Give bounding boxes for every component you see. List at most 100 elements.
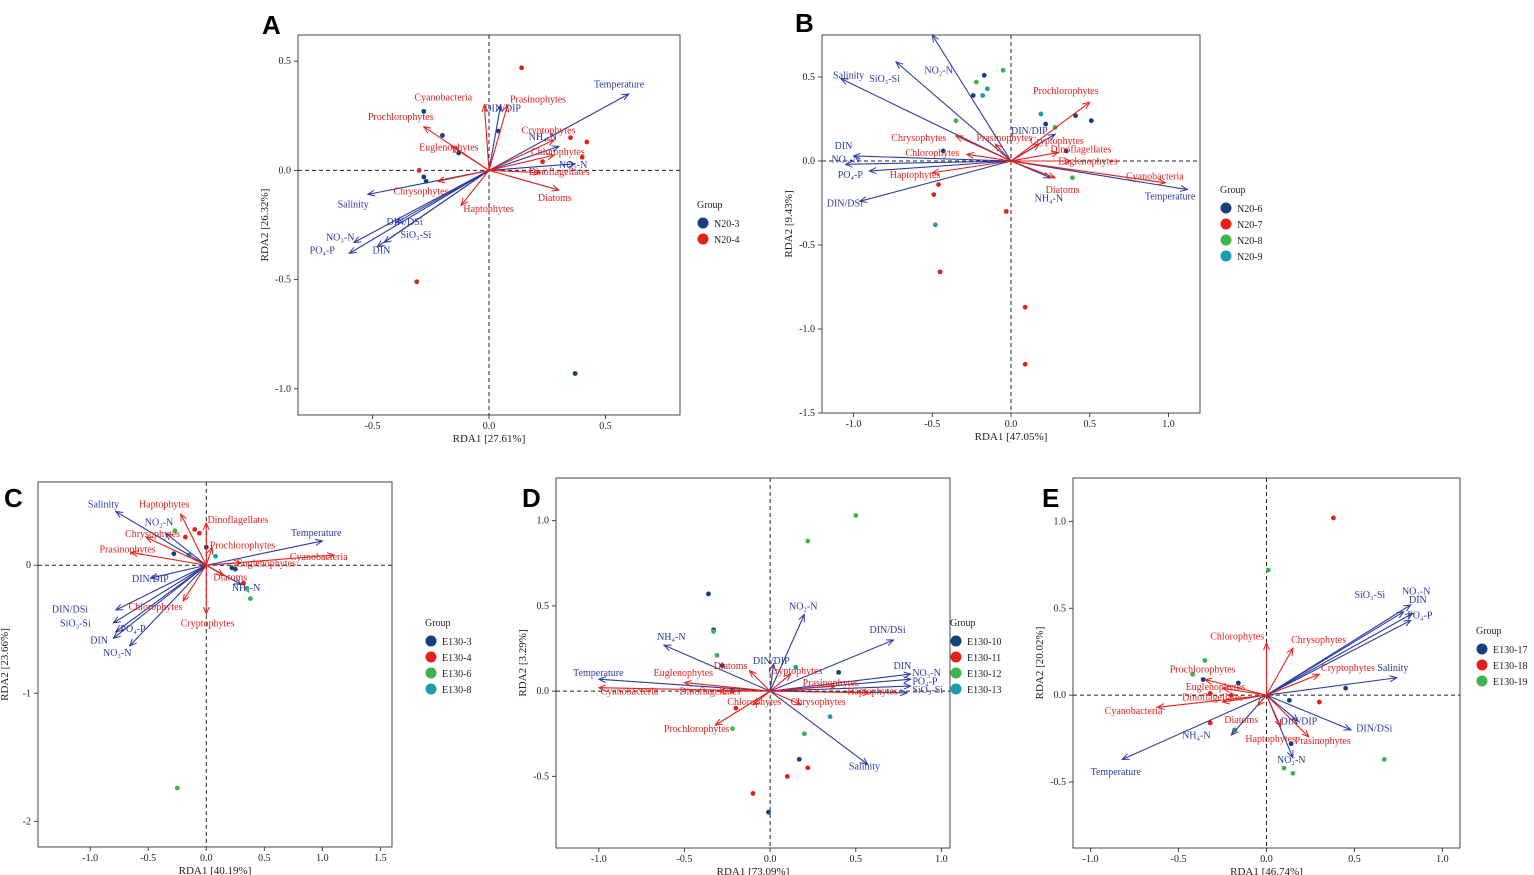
- sample-point: [1343, 685, 1349, 691]
- legend-label: E130-10: [967, 637, 1001, 648]
- species-vector-label: Prasinophytes: [1295, 736, 1351, 747]
- sample-point: [730, 726, 735, 732]
- env-vector-arrow: [116, 564, 207, 610]
- sample-point: [711, 629, 716, 634]
- sample-point: [183, 534, 188, 540]
- legend-label: N20-9: [1237, 252, 1263, 263]
- sample-point: [1088, 118, 1094, 124]
- panel-a: A -0.5 0.0 0.5 -1.0 -0.5 0.0 0.5 RDA1 [27.61%] RD…: [259, 10, 740, 445]
- y-tick-label: 1.0: [537, 516, 550, 527]
- panel-letter: A: [262, 10, 281, 40]
- legend-title: Group: [697, 200, 723, 211]
- species-vector-arrow: [452, 146, 490, 171]
- env-vector-arrow: [354, 169, 490, 242]
- sample-point: [1290, 770, 1296, 776]
- species-vector-arrow: [488, 105, 508, 171]
- legend-marker: [697, 217, 709, 229]
- y-axis-title: RDA2 [20.02%]: [1034, 627, 1046, 700]
- env-vector-label: Salinity: [849, 762, 880, 773]
- env-vector-label: SiO₃-Si: [869, 74, 900, 85]
- legend: Group E130-17 E130-18 E130-19: [1476, 626, 1527, 688]
- env-vector-label: DIN/DSi: [1356, 724, 1392, 735]
- y-tick-label: -0.5: [799, 240, 815, 251]
- env-vector-arrow: [1266, 605, 1411, 696]
- x-axis-title: RDA1 [46.74%]: [1230, 866, 1303, 875]
- x-tick-label: 0.0: [200, 853, 213, 864]
- sample-point: [1003, 209, 1009, 214]
- env-vector-label: NO₂-N: [559, 160, 587, 171]
- x-tick-label: 0.0: [483, 421, 496, 432]
- env-vector-label: NO₂-N: [924, 66, 952, 77]
- sample-point: [171, 551, 177, 557]
- sample-point: [540, 159, 545, 165]
- legend-marker: [1476, 643, 1488, 655]
- legend-label: E130-6: [442, 669, 471, 680]
- sample-point: [973, 79, 979, 85]
- x-tick-label: 0.0: [764, 854, 777, 865]
- plot-frame: [37, 481, 393, 848]
- sample-point: [836, 669, 842, 675]
- species-vector-arrow: [770, 686, 835, 692]
- legend-label: E130-4: [442, 653, 471, 664]
- species-vector-label: Euglenophytes: [236, 559, 296, 570]
- species-vector-arrow: [146, 537, 207, 566]
- y-tick-label: -1.0: [275, 384, 291, 395]
- env-vector-label: NO₂-N: [1402, 586, 1430, 597]
- species-vector-arrow: [1010, 153, 1058, 162]
- species-vector-label: Haptophytes: [1245, 734, 1296, 745]
- sample-point: [1235, 680, 1241, 686]
- env-vector-arrow: [166, 533, 207, 566]
- species-vector-label: Diatoms: [1046, 185, 1080, 196]
- env-vector-label: Salinity: [1377, 663, 1408, 674]
- y-axis-title: RDA2 [26.32%]: [259, 189, 271, 262]
- species-vector-label: Chlorophytes: [129, 602, 183, 613]
- sample-point: [1038, 111, 1044, 117]
- y-tick-label: -0.5: [533, 771, 549, 782]
- species-vector-label: Chrysophytes: [394, 186, 449, 197]
- species-vector-label: Chlorophytes: [531, 147, 585, 158]
- env-vector-label: NH₄-N: [529, 132, 557, 143]
- env-vector-label: DIN/DIP: [753, 656, 790, 667]
- legend-title: Group: [1220, 185, 1246, 196]
- species-vector-label: Chrysophytes: [791, 697, 846, 708]
- panel-letter: D: [522, 483, 541, 513]
- legend: Group E130-10 E130-11 E130-12 E130-13: [950, 618, 1001, 696]
- env-vector-arrow: [116, 564, 207, 632]
- sample-point: [853, 513, 859, 518]
- species-vector-arrow: [769, 674, 791, 692]
- sample-point: [1316, 699, 1322, 705]
- species-vector-label: Chrysophytes: [891, 133, 946, 144]
- species-vector-arrow: [461, 170, 490, 205]
- sample-point: [1022, 361, 1028, 367]
- panel-letter: C: [4, 483, 23, 513]
- sample-point: [1288, 741, 1294, 747]
- sample-point: [192, 526, 198, 532]
- species-vector-label: Cryptophytes: [768, 666, 822, 677]
- species-vector-label: Cryptophytes: [1321, 663, 1375, 674]
- sample-point: [241, 580, 246, 586]
- sample-point: [953, 118, 959, 124]
- env-vector-label: NH₄-N: [232, 583, 260, 594]
- y-tick-label: -1: [23, 688, 31, 699]
- x-tick-label: -0.5: [1171, 854, 1187, 865]
- env-vector-label: NH₄-N: [657, 632, 685, 643]
- species-vector-label: Cryptophytes: [522, 125, 576, 136]
- sample-point: [174, 785, 180, 791]
- species-vector-arrow: [769, 690, 801, 705]
- species-vector-arrow: [995, 144, 1012, 162]
- x-axis-title: RDA1 [27.61%]: [453, 433, 526, 445]
- species-vector-arrow: [1205, 680, 1267, 696]
- legend-marker: [1476, 659, 1488, 671]
- y-tick-label: -1.5: [799, 408, 815, 419]
- env-vector-label: Salinity: [833, 71, 864, 82]
- sample-point: [1063, 148, 1069, 154]
- species-vector-arrow: [932, 160, 1012, 173]
- env-vector-arrow: [130, 564, 207, 646]
- sample-point: [805, 538, 811, 544]
- env-vector-arrow: [1122, 694, 1267, 759]
- y-tick-label: 0.5: [803, 72, 816, 83]
- species-vector-arrow: [599, 688, 771, 692]
- legend-label: N20-7: [1237, 220, 1263, 231]
- legend-label: N20-6: [1237, 204, 1263, 215]
